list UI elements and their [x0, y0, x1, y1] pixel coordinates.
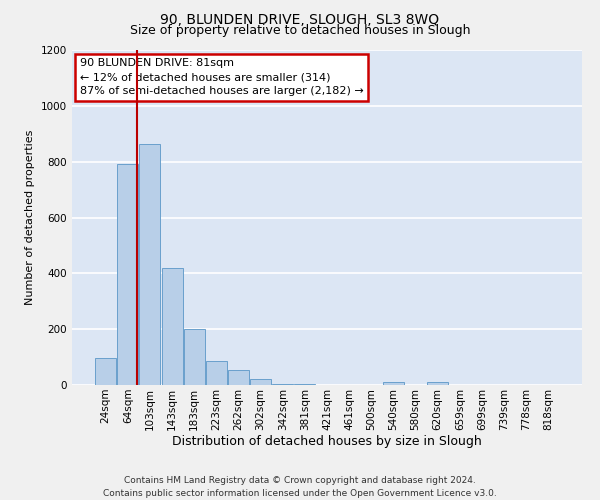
Bar	[95, 358, 116, 385]
Text: 90 BLUNDEN DRIVE: 81sqm
← 12% of detached houses are smaller (314)
87% of semi-d: 90 BLUNDEN DRIVE: 81sqm ← 12% of detache…	[80, 58, 364, 96]
Bar	[118, 164, 139, 385]
Bar	[383, 382, 404, 385]
Y-axis label: Number of detached properties: Number of detached properties	[25, 130, 35, 305]
Text: 90, BLUNDEN DRIVE, SLOUGH, SL3 8WQ: 90, BLUNDEN DRIVE, SLOUGH, SL3 8WQ	[160, 12, 440, 26]
Text: Contains HM Land Registry data © Crown copyright and database right 2024.
Contai: Contains HM Land Registry data © Crown c…	[103, 476, 497, 498]
Bar	[139, 144, 160, 385]
Bar	[427, 382, 448, 385]
Bar	[161, 268, 182, 385]
Bar	[272, 384, 293, 385]
X-axis label: Distribution of detached houses by size in Slough: Distribution of detached houses by size …	[172, 436, 482, 448]
Bar	[250, 379, 271, 385]
Text: Size of property relative to detached houses in Slough: Size of property relative to detached ho…	[130, 24, 470, 37]
Bar	[228, 370, 249, 385]
Bar	[184, 329, 205, 385]
Bar	[295, 384, 316, 385]
Bar	[206, 362, 227, 385]
